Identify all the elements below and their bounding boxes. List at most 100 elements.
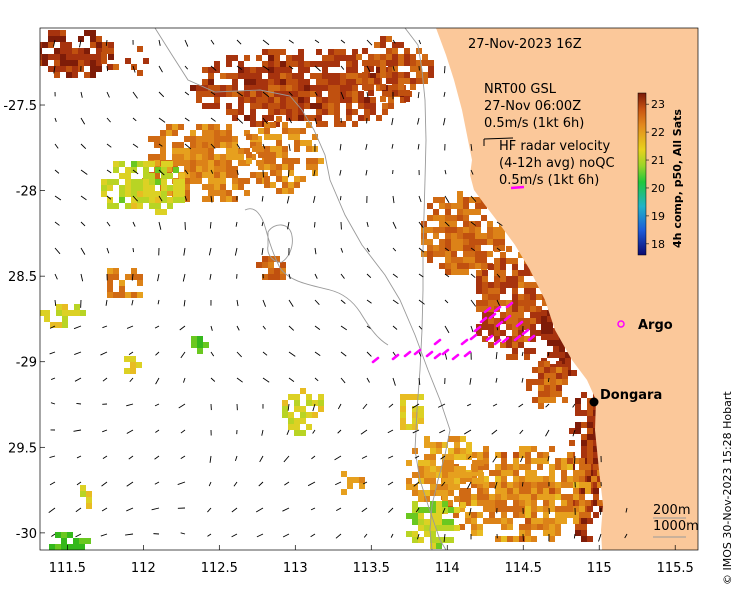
sst-pixel <box>482 312 488 318</box>
sst-pixel <box>184 196 190 202</box>
sst-pixel <box>352 61 358 67</box>
model-arrow <box>210 325 213 331</box>
model-arrow <box>74 377 82 382</box>
sst-pixel <box>66 42 72 48</box>
sst-pixel <box>430 513 436 519</box>
sst-pixel <box>530 318 536 324</box>
model-arrow <box>132 143 139 148</box>
model-arrow <box>132 117 137 122</box>
model-arrow <box>210 195 213 203</box>
sst-pixel <box>477 530 483 536</box>
sst-pixel <box>362 84 368 90</box>
sst-pixel <box>567 506 573 512</box>
sst-pixel <box>386 60 392 66</box>
sst-pixel <box>256 91 262 97</box>
sst-pixel <box>501 470 507 476</box>
sst-pixel <box>424 466 430 472</box>
sst-pixel <box>376 85 382 91</box>
sst-pixel <box>73 544 79 550</box>
sst-pixel <box>244 148 250 154</box>
sst-pixel <box>160 142 166 148</box>
sst-pixel <box>506 246 512 252</box>
sst-pixel <box>214 178 220 184</box>
sst-pixel <box>424 442 430 448</box>
sst-pixel <box>214 172 220 178</box>
sst-pixel <box>202 136 208 142</box>
sst-pixel <box>226 124 232 130</box>
sst-pixel <box>512 276 518 282</box>
sst-pixel <box>262 85 268 91</box>
sst-pixel <box>475 209 481 215</box>
sst-pixel <box>561 512 567 518</box>
sst-pixel <box>358 115 364 121</box>
sst-pixel <box>567 464 573 470</box>
lat-tick-label: -29 <box>16 356 37 371</box>
sst-pixel <box>252 146 258 152</box>
model-arrow <box>392 195 395 204</box>
sst-pixel <box>538 379 544 385</box>
sst-pixel <box>501 452 507 458</box>
model-arrow <box>184 65 189 70</box>
lon-tick-label: 111.5 <box>49 561 86 576</box>
model-arrow <box>413 481 420 487</box>
sst-pixel <box>445 203 451 209</box>
sst-pixel <box>167 185 173 191</box>
sst-pixel <box>454 472 460 478</box>
model-arrow <box>284 481 290 486</box>
sst-pixel <box>412 519 418 525</box>
sst-pixel <box>506 282 512 288</box>
model-arrow <box>53 65 56 74</box>
sst-pixel <box>214 124 220 130</box>
sst-pixel <box>238 154 244 160</box>
sst-pixel <box>270 122 276 128</box>
sst-pixel <box>346 91 352 97</box>
sst-pixel <box>428 60 434 66</box>
sst-pixel <box>312 134 318 140</box>
sst-pixel <box>196 148 202 154</box>
sst-pixel <box>208 166 214 172</box>
sst-pixel <box>550 373 556 379</box>
sst-pixel <box>543 506 549 512</box>
model-arrow <box>54 299 57 307</box>
imos-credit: © IMOS 30-Nov-2023 15:28 Hobart <box>721 391 734 585</box>
model-arrow <box>337 403 342 410</box>
sst-pixel <box>427 239 433 245</box>
sst-pixel <box>270 152 276 158</box>
sst-pixel <box>489 482 495 488</box>
sst-pixel <box>66 60 72 66</box>
model-arrow <box>625 507 628 513</box>
sst-pixel <box>346 61 352 67</box>
sst-pixel <box>208 79 214 85</box>
sst-pixel <box>410 84 416 90</box>
sst-pixel <box>352 67 358 73</box>
sst-pixel <box>282 158 288 164</box>
sst-pixel <box>172 148 178 154</box>
sst-pixel <box>96 66 102 72</box>
sst-pixel <box>412 507 418 513</box>
radar-arrow <box>413 348 422 356</box>
sst-pixel <box>442 519 448 525</box>
sst-pixel <box>274 73 280 79</box>
sst-pixel <box>531 518 537 524</box>
sst-pixel <box>593 458 599 464</box>
sst-pixel <box>501 524 507 530</box>
sst-pixel <box>286 67 292 73</box>
sst-pixel <box>280 103 286 109</box>
model-arrow <box>50 377 56 381</box>
sst-pixel <box>304 67 310 73</box>
sst-pixel <box>524 282 530 288</box>
model-arrow <box>157 273 160 282</box>
sst-pixel <box>469 209 475 215</box>
sst-pixel <box>518 300 524 306</box>
sst-pixel <box>256 142 262 148</box>
model-arrow <box>287 221 290 230</box>
model-arrow <box>236 143 241 149</box>
sst-pixel <box>549 506 555 512</box>
sst-pixel <box>306 146 312 152</box>
sst-pixel <box>495 482 501 488</box>
model-arrow <box>132 91 138 99</box>
sst-pixel <box>561 464 567 470</box>
model-arrow <box>288 91 293 96</box>
sst-pixel <box>392 42 398 48</box>
sst-pixel <box>404 60 410 66</box>
